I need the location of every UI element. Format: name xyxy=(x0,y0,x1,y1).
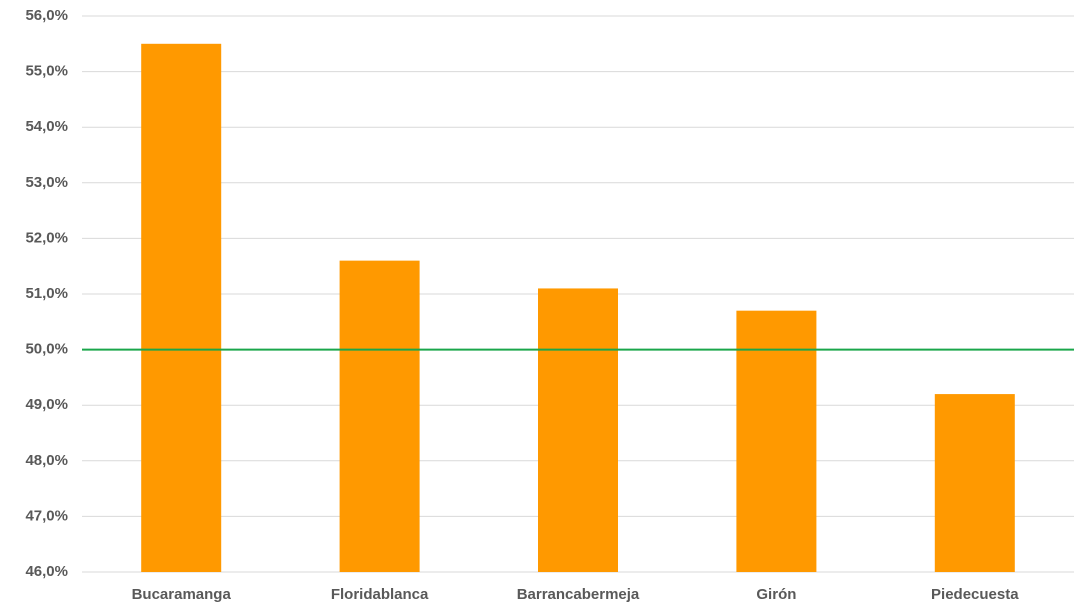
x-tick-label: Girón xyxy=(756,586,796,603)
x-tick-label: Floridablanca xyxy=(331,586,429,603)
x-tick-label: Barrancabermeja xyxy=(517,586,640,603)
y-tick-label: 47,0% xyxy=(25,507,68,524)
bar xyxy=(339,260,420,572)
bar xyxy=(538,288,618,572)
y-tick-label: 48,0% xyxy=(25,452,68,469)
y-tick-label: 51,0% xyxy=(25,285,68,302)
y-tick-label: 56,0% xyxy=(25,7,68,24)
y-tick-label: 46,0% xyxy=(25,563,68,580)
y-tick-label: 49,0% xyxy=(25,396,68,413)
bar xyxy=(736,310,817,572)
y-tick-label: 55,0% xyxy=(25,63,68,80)
y-tick-label: 50,0% xyxy=(25,341,68,358)
bar xyxy=(934,394,1015,572)
x-tick-label: Piedecuesta xyxy=(931,586,1019,603)
y-tick-label: 54,0% xyxy=(25,118,68,135)
y-tick-label: 52,0% xyxy=(25,229,68,246)
y-tick-label: 53,0% xyxy=(25,174,68,191)
x-tick-label: Bucaramanga xyxy=(132,586,232,603)
bar xyxy=(141,43,222,573)
